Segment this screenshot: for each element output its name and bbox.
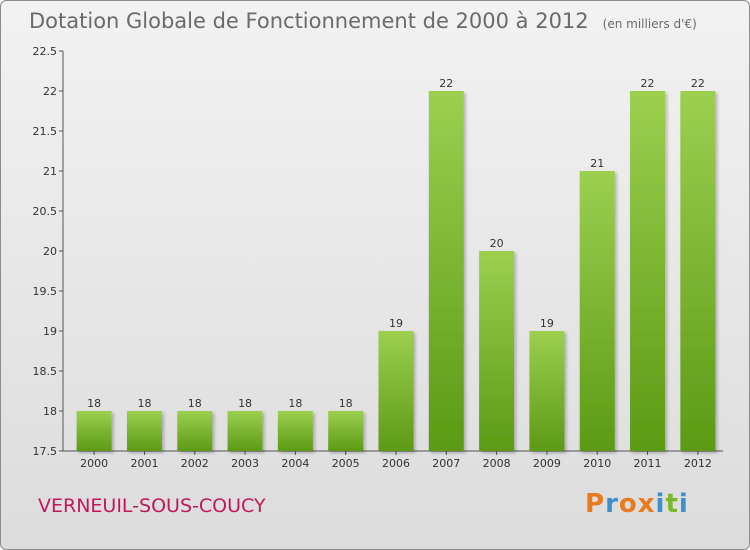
data-label: 18 — [137, 397, 151, 410]
data-label: 22 — [641, 77, 655, 90]
title-text: Dotation Globale de Fonctionnement de 20… — [29, 9, 589, 33]
x-tick-label: 2000 — [80, 457, 108, 470]
bar-2012 — [680, 91, 716, 451]
data-label: 20 — [490, 237, 504, 250]
x-tick-label: 2007 — [432, 457, 460, 470]
data-label: 18 — [288, 397, 302, 410]
x-tick-label: 2002 — [181, 457, 209, 470]
y-tick-label: 21.5 — [33, 125, 58, 138]
logo-letter: x — [637, 489, 656, 519]
y-tick-label: 20.5 — [33, 205, 58, 218]
data-label: 18 — [238, 397, 252, 410]
bar-2000 — [76, 411, 112, 451]
bar-2007 — [428, 91, 464, 451]
x-tick-label: 2005 — [332, 457, 360, 470]
bar-2009 — [529, 331, 565, 451]
logo-letter: r — [605, 489, 619, 519]
data-label: 19 — [389, 317, 403, 330]
chart-data-labels: 2000 18 2001 18 2002 18 2003 18 2004 18 2005 18 2006… — [80, 77, 712, 470]
x-tick-label: 2010 — [583, 457, 611, 470]
chart-title: Dotation Globale de Fonctionnement de 20… — [29, 9, 697, 33]
x-tick-label: 2001 — [130, 457, 158, 470]
data-label: 18 — [339, 397, 353, 410]
commune-name: VERNEUIL-SOUS-COUCY — [38, 495, 266, 517]
bar-2003 — [227, 411, 263, 451]
x-tick-label: 2009 — [533, 457, 561, 470]
data-label: 19 — [540, 317, 554, 330]
x-tick-label: 2006 — [382, 457, 410, 470]
x-tick-label: 2011 — [634, 457, 662, 470]
y-tick-label: 22 — [43, 85, 57, 98]
y-tick-label: 21 — [43, 165, 57, 178]
bar-2001 — [126, 411, 162, 451]
proxiti-logo[interactable]: Proxiti — [585, 489, 689, 519]
x-tick-label: 2003 — [231, 457, 259, 470]
data-label: 18 — [188, 397, 202, 410]
bar-2008 — [479, 251, 515, 451]
data-label: 22 — [691, 77, 705, 90]
y-tick-label: 18.5 — [33, 365, 58, 378]
bar-2006 — [378, 331, 414, 451]
y-tick-label: 19 — [43, 325, 57, 338]
chart-bars — [76, 91, 716, 451]
y-tick-label: 22.5 — [33, 45, 58, 58]
unit-note: (en milliers d'€) — [602, 17, 697, 31]
y-tick-label: 20 — [43, 245, 57, 258]
bar-2005 — [328, 411, 364, 451]
logo-letter: i — [655, 489, 666, 519]
x-tick-label: 2012 — [684, 457, 712, 470]
x-tick-label: 2008 — [483, 457, 511, 470]
data-label: 22 — [439, 77, 453, 90]
logo-letter: i — [678, 489, 689, 519]
bar-2002 — [177, 411, 213, 451]
logo-letter: o — [618, 489, 638, 519]
y-tick-label: 17.5 — [33, 445, 58, 458]
bar-2011 — [630, 91, 666, 451]
logo-letter: t — [665, 489, 679, 519]
bar-2004 — [277, 411, 313, 451]
data-label: 18 — [87, 397, 101, 410]
chart-axes: 17.5 18 18.5 19 19.5 20 20.5 21 21.5 22 22.5 — [33, 45, 723, 458]
data-label: 21 — [590, 157, 604, 170]
y-tick-label: 18 — [43, 405, 57, 418]
logo-letter: P — [585, 489, 606, 519]
bar-2010 — [579, 171, 615, 451]
x-tick-label: 2004 — [281, 457, 309, 470]
y-tick-label: 19.5 — [33, 285, 58, 298]
